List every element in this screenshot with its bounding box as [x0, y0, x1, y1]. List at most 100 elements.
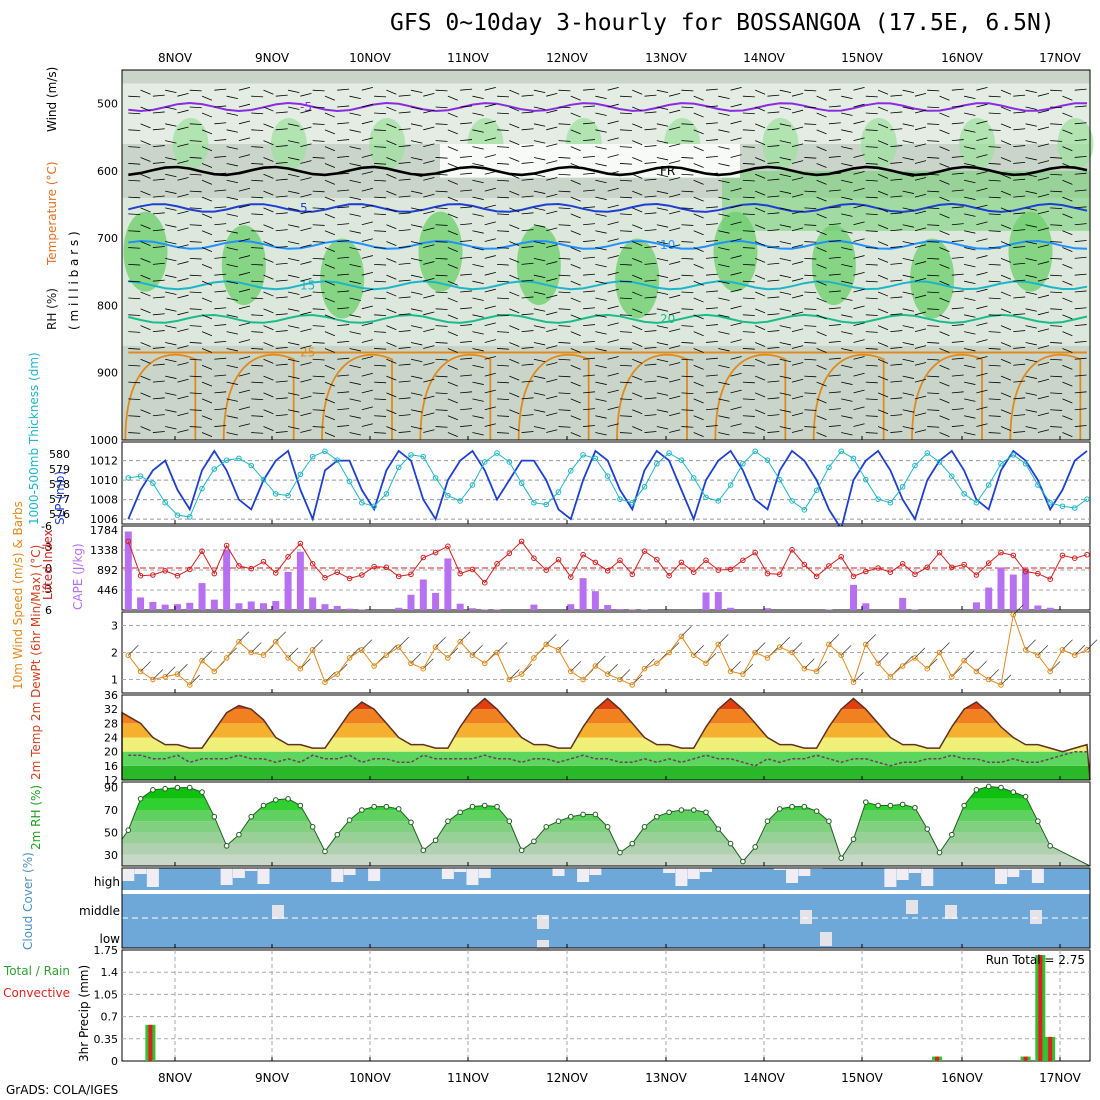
wind10-point: [309, 647, 316, 653]
wind-barb: [877, 342, 889, 347]
isotherm-25-lobe-9: [1009, 353, 1082, 441]
wind10-point: [850, 679, 857, 686]
wind-barb: [226, 398, 238, 402]
wind-barb: [287, 375, 300, 379]
wind-barb: [570, 432, 581, 437]
cape-bar: [567, 604, 575, 610]
wind-barb: [386, 106, 397, 112]
wind-barb: [705, 256, 718, 259]
wind-barb: [435, 89, 448, 92]
wind10-point: [432, 644, 439, 650]
wind-barb: [681, 426, 694, 428]
wind-barb: [632, 224, 643, 230]
wind-barb: [730, 103, 742, 108]
wind10-barb: [619, 669, 631, 680]
wind-barb: [730, 305, 742, 310]
cloud-high-gap: [921, 868, 934, 886]
wind-barb: [226, 230, 238, 234]
wind-barb: [644, 414, 657, 417]
wind10-barb: [730, 661, 741, 672]
wind-barb: [951, 172, 964, 175]
wind-barb: [140, 106, 151, 112]
wind-barb: [447, 95, 458, 101]
wind-barb: [521, 330, 534, 333]
wind10-point: [371, 663, 377, 669]
wind-barb: [374, 196, 387, 199]
temp-ylabel: 2m Temp 2m DewPt (6hr Min/Max) (°C): [29, 545, 43, 780]
wind-barb: [177, 143, 189, 148]
wind-barb: [779, 140, 792, 144]
wind10-point: [518, 671, 525, 677]
wind-barb: [447, 230, 458, 236]
wind-barb: [312, 257, 325, 260]
wind-barb: [816, 163, 827, 168]
rh-point: [420, 847, 427, 854]
rh-point: [580, 811, 586, 818]
wind-barb: [1000, 106, 1012, 112]
cape-bar: [899, 597, 907, 610]
wind-barb: [497, 432, 510, 434]
wind-barb: [742, 163, 755, 165]
wind-barb: [927, 123, 940, 125]
wind-barb: [865, 112, 878, 115]
wind-barb: [275, 161, 288, 164]
wind10-point: [924, 665, 931, 672]
thickness-point: [481, 459, 488, 465]
wind-barb: [853, 187, 865, 192]
wind-barb: [1062, 213, 1073, 219]
wind-barb: [423, 210, 435, 215]
wind-barb: [595, 432, 607, 436]
wind-barb: [226, 364, 238, 369]
cloud-level-high: high: [94, 875, 120, 889]
wind10-point: [137, 668, 144, 675]
wind-barb: [423, 362, 435, 366]
rh-point: [727, 840, 734, 847]
wind-barb: [570, 348, 581, 353]
wind-barb: [644, 229, 657, 232]
rh-point: [838, 855, 845, 861]
thickness-point: [592, 455, 599, 462]
wind-barb: [669, 261, 681, 265]
wind-barb: [693, 95, 704, 101]
wind-barb: [214, 324, 227, 327]
wind-barb: [177, 311, 189, 316]
wind10-barb: [1037, 644, 1049, 656]
wind-barb: [214, 340, 227, 343]
wind-barb: [349, 163, 361, 167]
cape-bar: [972, 602, 980, 610]
wind-barb: [128, 297, 141, 300]
wind-barb: [656, 157, 669, 161]
wind-barb: [644, 145, 657, 148]
lifted-point: [260, 558, 267, 565]
wind-barb: [964, 398, 976, 402]
wind-barb: [251, 432, 264, 434]
wind-barb: [939, 314, 950, 320]
wind-barb: [927, 409, 940, 411]
wind10-point: [666, 649, 672, 656]
wind-barb: [705, 240, 718, 242]
wind-barb: [337, 240, 350, 242]
wind-barb: [1013, 128, 1026, 131]
wind-barb: [644, 313, 657, 316]
wind-barb: [583, 122, 595, 125]
wind-barb: [201, 95, 213, 101]
wind-barb: [521, 346, 534, 349]
wind-barb: [816, 146, 827, 152]
lifted-point: [469, 566, 476, 573]
wind-barb: [767, 212, 780, 215]
rh-tick-30: 30: [104, 849, 118, 862]
cape-bar: [161, 604, 169, 610]
wind-barb: [583, 189, 595, 192]
wind-barb: [1013, 414, 1026, 417]
wind-barb: [201, 432, 213, 437]
rh-point: [199, 789, 205, 795]
wind-barb: [865, 163, 878, 165]
wind-barb: [964, 213, 976, 217]
wind-barb: [767, 262, 780, 265]
wind-barb: [669, 378, 681, 383]
wind-barb: [988, 163, 1001, 165]
wind-barb: [828, 88, 841, 91]
isotherm-25-lobe-4: [517, 353, 590, 441]
wind10-barb: [963, 650, 975, 661]
wind-barb: [705, 408, 718, 411]
